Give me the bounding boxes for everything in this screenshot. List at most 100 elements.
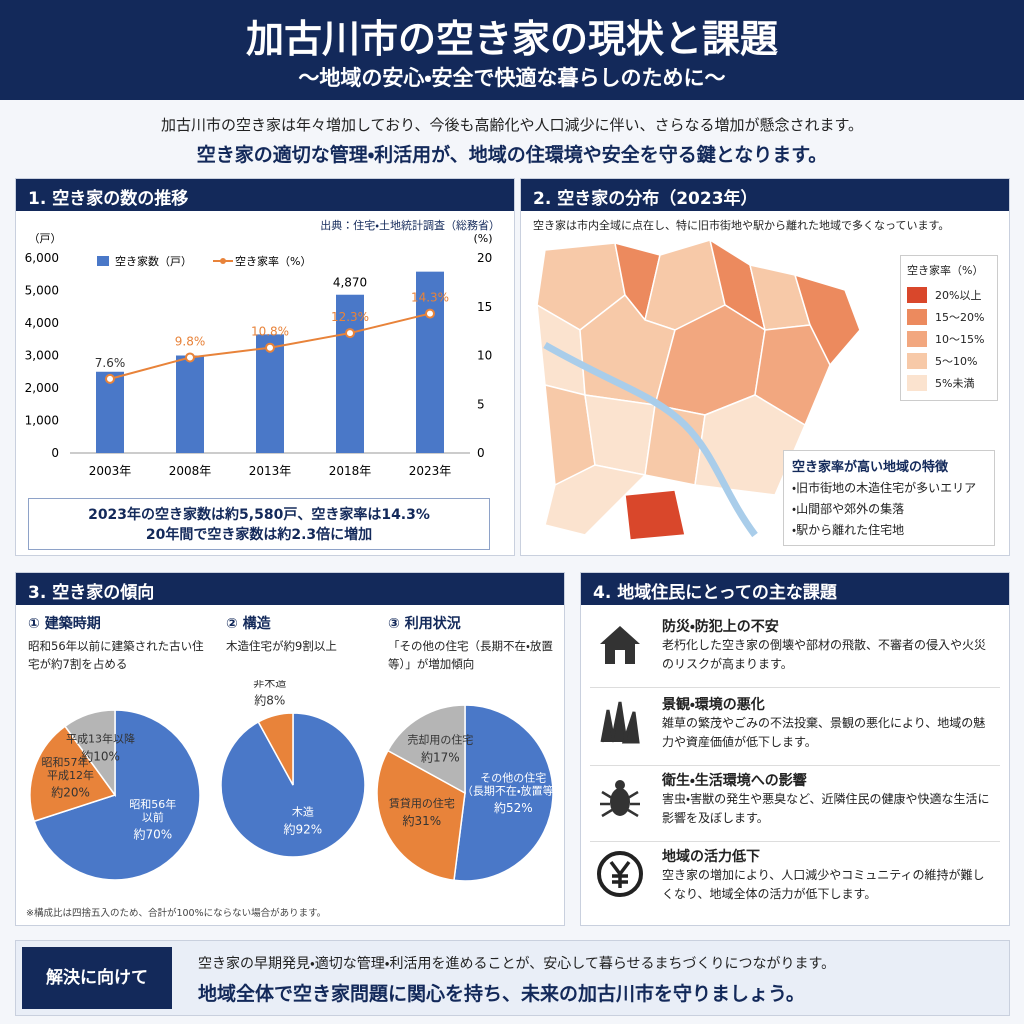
- y2-tick-label: 5: [477, 397, 485, 411]
- title: 加古川市の空き家の現状と課題: [245, 17, 778, 61]
- issue-text: 雑草の繁茂やごみの不法投棄、景観の悪化により、地域の魅力や資産価値が低下します。: [662, 716, 986, 749]
- legend-swatch: [907, 375, 927, 391]
- slice-name: 木造: [292, 804, 314, 818]
- panel-description: 木造住宅が約9割以上: [226, 639, 337, 653]
- yen-icon: [597, 851, 643, 897]
- legend-swatch: [97, 256, 109, 266]
- footer-text: 空き家の早期発見・適切な管理・利活用を進めることが、安心して暮らせるまちづくりに…: [198, 956, 836, 972]
- point-label: 9.8%: [175, 334, 206, 348]
- legend-label: 20%以上: [935, 289, 982, 302]
- bar: [176, 355, 204, 453]
- map-description: 空き家は市内全域に点在し、特に旧市街地や駅から離れた地域で多くなっています。: [533, 219, 950, 232]
- legend-row: 20%以上: [907, 284, 991, 306]
- y2-tick-label: 20: [477, 251, 492, 265]
- slice-name: 売却用の住宅: [407, 732, 473, 746]
- map: [536, 238, 861, 541]
- point-label: 12.3%: [331, 310, 369, 324]
- pie-slice: [376, 749, 466, 882]
- features-title: 空き家率が高い地域の特徴: [792, 460, 949, 475]
- section-title: 1. 空き家の数の推移: [16, 179, 514, 211]
- slice-name: 昭和57年～平成12年: [42, 755, 100, 782]
- legend-label: 5～10%: [935, 355, 978, 368]
- slice-label: 約31%: [403, 813, 442, 828]
- panel-description: 昭和56年以前に建築された古い住宅が約7割を占める: [28, 639, 204, 671]
- intro-text: 加古川市の空き家は年々増加しており、今後も高齢化や人口減少に伴い、さらなる増加が…: [160, 116, 863, 134]
- summary: 2023年の空き家数は約5,580戸、空き家率は14.3% 20年間で空き家数は…: [28, 498, 490, 550]
- point: [345, 328, 355, 339]
- slice-label: 約52%: [494, 800, 533, 815]
- issue: 景観・環境の悪化雑草の繁茂やごみの不法投棄、景観の悪化により、地域の魅力や資産価…: [590, 690, 1000, 766]
- pie-slice: [257, 712, 294, 786]
- section-4: 4. 地域住民にとっての主な課題: [580, 572, 1010, 926]
- legend-swatch: [907, 309, 927, 325]
- point-label: 14.3%: [411, 291, 449, 305]
- bar-line-chart: （戸） (%) 0 1,000 2,000 3,000 4,000 5,000 6,000 0 5 1…: [25, 232, 493, 478]
- x-tick-label: 2018年: [329, 464, 372, 478]
- slice-name: 平成13年以降: [66, 732, 135, 746]
- region: [793, 273, 861, 367]
- issue-title: 景観・環境の悪化: [662, 697, 765, 713]
- legend-label: 5%未満: [935, 377, 975, 390]
- y-tick-label: 3,000: [25, 349, 59, 363]
- source: 出典：住宅・土地統計調査（総務省）: [320, 219, 500, 232]
- y2-tick-label: 10: [477, 349, 492, 363]
- y-tick-label: 4,000: [25, 316, 59, 330]
- issue: 地域の活力低下空き家の増加により、人口減少やコミュニティの維持が難しくなり、地域…: [590, 842, 1000, 918]
- legend-label: 15～20%: [935, 311, 985, 324]
- pie-slice: [453, 704, 554, 882]
- region: [584, 394, 656, 476]
- panel-description: 「その他の住宅（長期不在・放置等）」が増加傾向: [388, 639, 553, 671]
- issue-text: 空き家の増加により、人口減少やコミュニティの維持が難しくなり、地域全体の活力が低…: [662, 868, 985, 901]
- point-label: 7.6%: [95, 356, 126, 370]
- issue-title: 衛生・生活環境への影響: [662, 773, 807, 789]
- legend-rows: 20%以上 15～20% 10～15% 5～10% 5%未満: [907, 284, 991, 394]
- slice-name: 昭和56年以前: [129, 797, 176, 824]
- x-tick-label: 2023年: [409, 464, 452, 478]
- slice-label: 約8%: [254, 692, 285, 707]
- legend-swatch: [907, 331, 927, 347]
- features-box: 空き家率が高い地域の特徴 ・旧市街地の木造住宅が多いエリア ・山間部や郊外の集落…: [783, 450, 995, 546]
- y-tick-label: 6,000: [25, 251, 59, 265]
- bug-icon: [600, 780, 640, 818]
- panel: ② 構造木造住宅が約9割以上: [226, 613, 386, 655]
- point: [265, 342, 275, 353]
- slice-name: その他の住宅（長期不在・放置等）: [462, 771, 565, 798]
- pie-slice: [33, 709, 201, 881]
- grass-icon: [600, 701, 640, 744]
- issue-text: 老朽化した空き家の倒壊や部材の飛散、不審者の侵入や火災のリスクが高まります。: [662, 638, 987, 671]
- legend-label: 10～15%: [935, 333, 985, 346]
- map-legend: 空き家率（%） 20%以上 15～20% 10～15% 5～10% 5%未満: [900, 255, 998, 401]
- issue: 防災・防犯上の不安 老朽化した空き家の倒壊や部材の飛散、不審者の侵入や火災のリスク…: [590, 612, 1000, 688]
- river: [543, 341, 758, 538]
- slice-label: 約17%: [421, 749, 460, 764]
- feature: ・山間部や郊外の集落: [792, 502, 905, 516]
- subtitle: ～地域の安心・安全で快適な暮らしのために～: [298, 66, 726, 90]
- y-tick-label: 5,000: [25, 284, 59, 298]
- footer-label: 解決に向けて: [22, 947, 172, 1009]
- note: ※構成比は四捨五入のため、合計が100%にならない場合があります。: [26, 908, 327, 919]
- x-tick-label: 2013年: [249, 464, 292, 478]
- feature: ・駅から離れた住宅地: [792, 523, 905, 537]
- footer: 解決に向けて 空き家の早期発見・適切な管理・利活用を進めることが、安心して暮らせ…: [15, 940, 1010, 1016]
- legend-row: 5～10%: [907, 350, 991, 372]
- bar-label: 4,870: [333, 276, 367, 290]
- intro-emphasis: 空き家の適切な管理・利活用が、地域の住環境や安全を守る鍵となります。: [196, 144, 828, 166]
- header: 加古川市の空き家の現状と課題 ～地域の安心・安全で快適な暮らしのために～: [0, 0, 1024, 100]
- panel: ① 建築時期 昭和56年以前に建築された古い住宅が約7割を占める: [28, 613, 208, 673]
- slice-name: 非木造: [253, 680, 286, 689]
- legend-swatch: [907, 287, 927, 303]
- house-icon: [600, 626, 640, 664]
- issue-title: 地域の活力低下: [662, 849, 760, 865]
- section-title: 4. 地域住民にとっての主な課題: [581, 573, 1009, 605]
- section-title: 3. 空き家の傾向: [16, 573, 564, 605]
- y-tick-label: 0: [51, 446, 59, 460]
- slice-label: 約20%: [51, 785, 90, 800]
- y-tick-label: 2,000: [25, 381, 59, 395]
- panel-heading: ② 構造: [226, 616, 271, 632]
- y-axis-label: （戸）: [29, 232, 62, 245]
- summary-line: 2023年の空き家数は約5,580戸、空き家率は14.3%: [88, 507, 430, 523]
- feature: ・旧市街地の木造住宅が多いエリア: [792, 481, 977, 495]
- bar: [256, 334, 284, 453]
- y2-tick-label: 0: [477, 446, 485, 460]
